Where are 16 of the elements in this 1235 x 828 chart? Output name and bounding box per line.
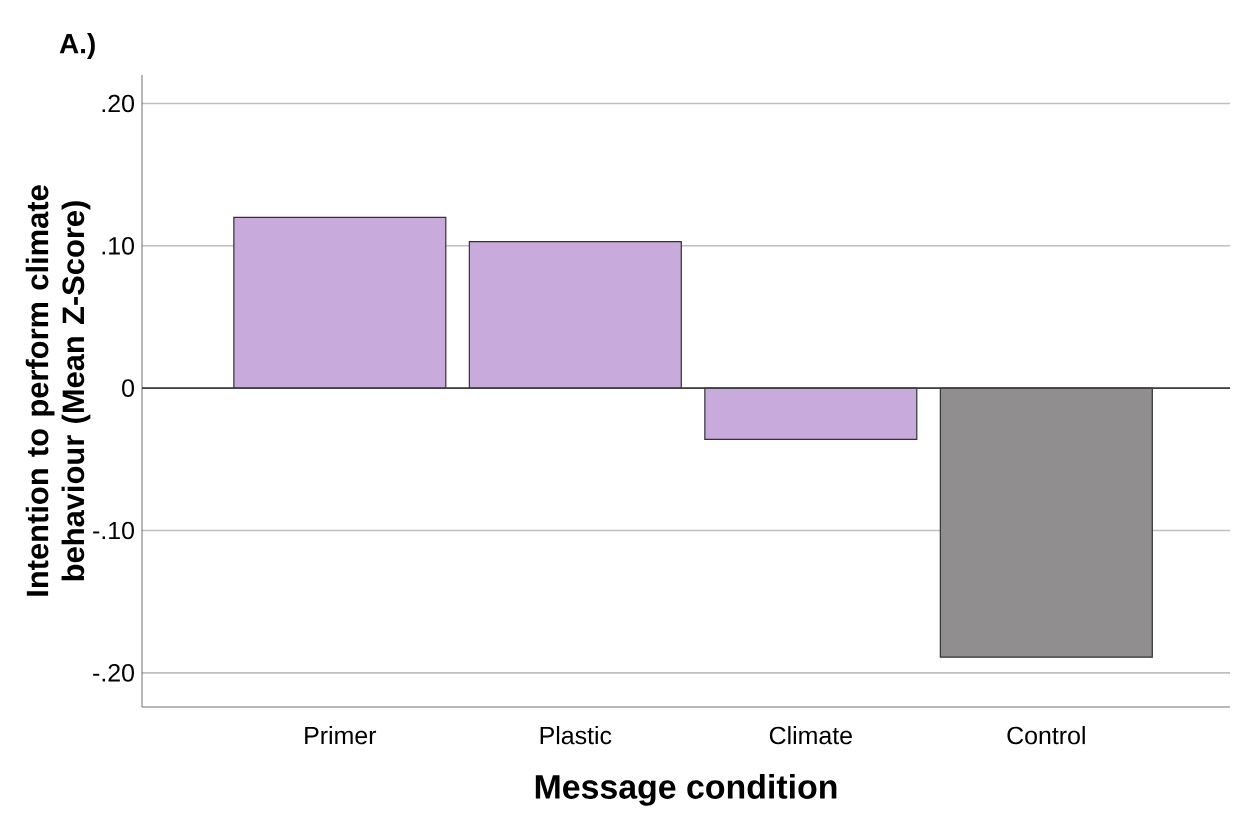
bar <box>704 387 918 440</box>
y-tick-label: -.20 <box>93 664 134 682</box>
chart-title: A.) <box>59 32 95 59</box>
x-axis-title: Message condition <box>535 774 837 806</box>
bar <box>468 240 682 389</box>
bar <box>939 387 1153 658</box>
y-tick-label: -.10 <box>93 521 134 540</box>
y-tick-label: .20 <box>102 94 134 113</box>
y-axis-title: Intention to perform climate behaviour (Mean Z-Score) <box>25 185 91 596</box>
x-tick-label: Primer <box>305 726 377 745</box>
x-tick-label: Plastic <box>540 726 612 745</box>
bar <box>233 216 447 389</box>
y-tick-label: 0 <box>122 379 134 397</box>
x-tick-label: Climate <box>769 726 852 745</box>
y-tick-label: .10 <box>102 237 134 255</box>
x-tick-label: Control <box>1007 726 1085 745</box>
